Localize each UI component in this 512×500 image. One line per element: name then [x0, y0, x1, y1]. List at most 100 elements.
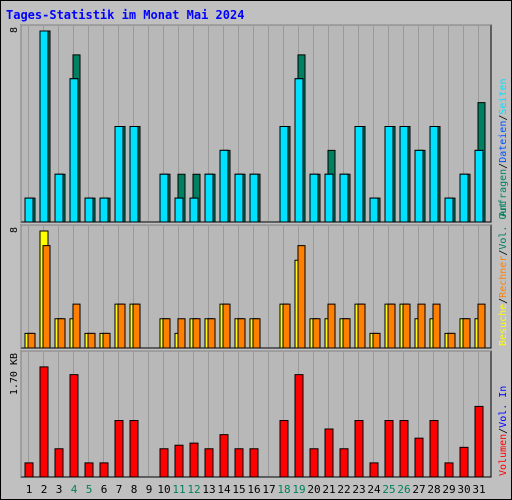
x-tick-label: 20 — [307, 483, 320, 496]
x-tick-label: 3 — [56, 483, 63, 496]
bar-pages-day-24 — [369, 197, 379, 223]
bar-pages-day-10 — [159, 173, 169, 223]
legend-middle-part: Rechner — [498, 256, 509, 298]
legend-middle-part: / — [498, 298, 509, 304]
bar-pages-day-12 — [189, 197, 199, 223]
bar-sites-day-31 — [477, 303, 486, 349]
bar-pages-day-14 — [219, 149, 229, 223]
bar-sites-day-8 — [132, 303, 141, 349]
bar-kbytes-day-18 — [279, 420, 289, 478]
bar-kbytes-day-29 — [444, 462, 454, 478]
bar-pages-day-28 — [429, 126, 439, 223]
bar-pages-day-13 — [204, 173, 214, 223]
bar-sites-day-5 — [87, 332, 96, 349]
legend-top-part: Dateien — [498, 121, 509, 163]
bar-pages-day-6 — [99, 197, 109, 223]
bar-kbytes-day-20 — [309, 448, 319, 478]
x-tick-label: 4 — [71, 483, 78, 496]
x-tick-label: 18 — [277, 483, 290, 496]
legend-middle-part: / — [498, 250, 509, 256]
bar-kbytes-day-5 — [84, 462, 94, 478]
x-tick-label: 14 — [217, 483, 231, 496]
bar-pages-day-25 — [384, 126, 394, 223]
legend-top: Anfragen/Dateien/Seiten — [498, 78, 509, 217]
bar-kbytes-day-31 — [474, 405, 484, 478]
bar-kbytes-day-14 — [219, 434, 229, 478]
bar-sites-day-15 — [237, 318, 246, 349]
x-tick-label: 13 — [202, 483, 215, 496]
bar-kbytes-day-8 — [129, 420, 139, 478]
x-tick-label: 8 — [131, 483, 138, 496]
legend-bottom-part: / — [498, 428, 509, 434]
bar-kbytes-day-13 — [204, 448, 214, 478]
bar-sites-day-13 — [207, 318, 216, 349]
bar-kbytes-day-7 — [114, 420, 124, 478]
bar-sites-day-19 — [297, 245, 306, 349]
x-tick-label: 26 — [397, 483, 410, 496]
bar-kbytes-day-15 — [234, 448, 244, 478]
bar-kbytes-day-10 — [159, 448, 169, 478]
x-tick-label: 30 — [457, 483, 470, 496]
bar-sites-day-3 — [57, 318, 66, 349]
chart-title: Tages-Statistik im Monat Mai 2024 — [6, 8, 244, 22]
x-tick-label: 25 — [382, 483, 395, 496]
y-max-label-bottom: 1.70 KB — [9, 353, 20, 395]
bar-sites-day-1 — [27, 332, 36, 349]
x-tick-label: 29 — [442, 483, 455, 496]
x-tick-label: 24 — [367, 483, 381, 496]
bar-sites-day-21 — [327, 303, 336, 349]
legend-top-part: Anfragen — [498, 169, 509, 217]
bar-pages-day-3 — [54, 173, 64, 223]
bar-kbytes-day-21 — [324, 428, 334, 478]
bar-sites-day-10 — [162, 318, 171, 349]
bar-pages-day-26 — [399, 126, 409, 223]
bar-sites-day-18 — [282, 303, 291, 349]
x-tick-label: 12 — [187, 483, 200, 496]
bar-kbytes-day-27 — [414, 437, 424, 478]
bar-sites-day-12 — [192, 318, 201, 349]
legend-middle-part: Besuche — [498, 304, 509, 346]
bar-sites-day-2 — [42, 245, 51, 349]
bar-pages-day-16 — [249, 173, 259, 223]
x-tick-label: 31 — [472, 483, 485, 496]
bar-pages-day-27 — [414, 149, 424, 223]
bar-pages-day-11 — [174, 197, 184, 223]
bar-pages-day-21 — [324, 173, 334, 223]
bar-sites-day-30 — [462, 318, 471, 349]
bar-pages-day-19 — [294, 78, 304, 223]
bar-sites-day-23 — [357, 303, 366, 349]
bar-sites-day-27 — [417, 303, 426, 349]
x-tick-label: 7 — [116, 483, 123, 496]
bar-kbytes-day-23 — [354, 420, 364, 478]
y-max-label-middle: 8 — [9, 227, 20, 233]
bar-sites-day-29 — [447, 332, 456, 349]
bar-kbytes-day-12 — [189, 442, 199, 478]
x-tick-label: 11 — [172, 483, 185, 496]
bar-kbytes-day-22 — [339, 448, 349, 478]
x-tick-label: 28 — [427, 483, 440, 496]
bar-kbytes-day-26 — [399, 420, 409, 478]
bar-pages-day-18 — [279, 126, 289, 223]
y-max-label-top: 8 — [9, 27, 20, 33]
bar-sites-day-11 — [177, 318, 186, 349]
bar-sites-day-16 — [252, 318, 261, 349]
legend-middle-part: Vol. Out — [498, 201, 509, 249]
bar-pages-day-15 — [234, 173, 244, 223]
x-tick-label: 17 — [262, 483, 275, 496]
bar-kbytes-day-24 — [369, 462, 379, 478]
x-tick-label: 9 — [146, 483, 153, 496]
x-tick-label: 10 — [157, 483, 170, 496]
bar-pages-day-7 — [114, 126, 124, 223]
x-tick-label: 5 — [86, 483, 93, 496]
legend-top-part: / — [498, 163, 509, 169]
bar-sites-day-22 — [342, 318, 351, 349]
bar-pages-day-5 — [84, 197, 94, 223]
bar-kbytes-day-30 — [459, 446, 469, 478]
bar-sites-day-26 — [402, 303, 411, 349]
bar-kbytes-day-19 — [294, 374, 304, 478]
legend-bottom: Volumen/Vol. In — [498, 386, 509, 476]
bar-pages-day-23 — [354, 126, 364, 223]
bar-pages-day-29 — [444, 197, 454, 223]
bar-kbytes-day-11 — [174, 444, 184, 478]
